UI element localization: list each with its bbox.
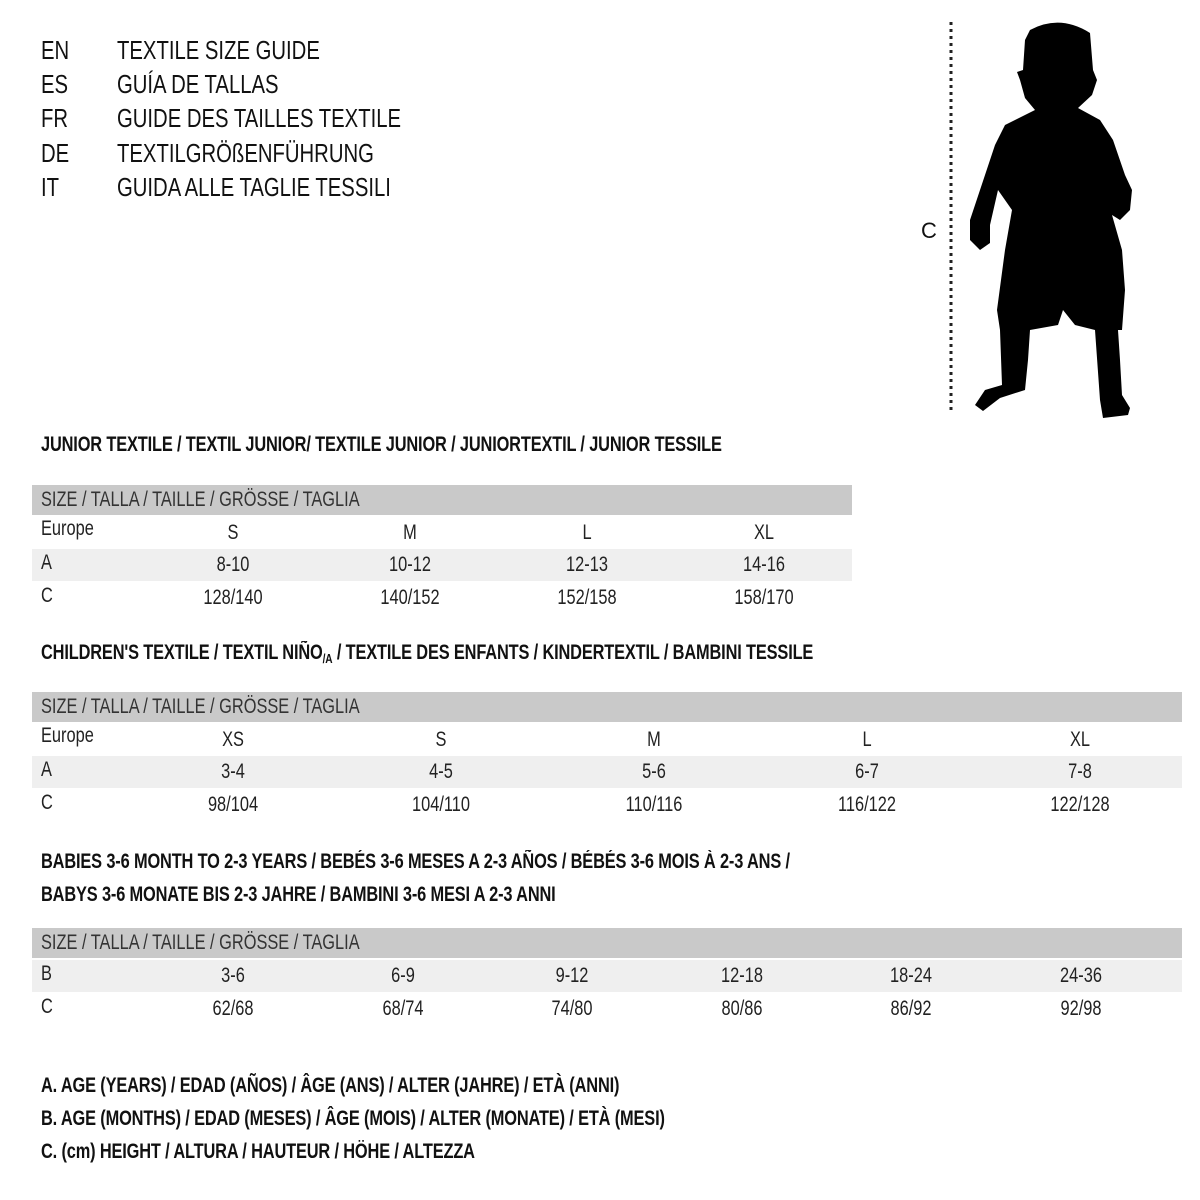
language-title: TEXTILE SIZE GUIDE bbox=[117, 35, 320, 65]
size-cell: 110/116 bbox=[625, 793, 683, 816]
legend-line: B. AGE (MONTHS) / EDAD (MESES) / ÂGE (MO… bbox=[41, 1107, 665, 1130]
row-label: C bbox=[41, 995, 53, 1018]
language-title: GUIDE DES TAILLES TEXTILE bbox=[117, 103, 402, 133]
size-cell: 116/122 bbox=[837, 793, 897, 816]
size-cell: 5-6 bbox=[642, 760, 666, 783]
legend-line: A. AGE (YEARS) / EDAD (AÑOS) / ÂGE (ANS)… bbox=[41, 1074, 620, 1097]
size-header-label: SIZE / TALLA / TAILLE / GRÖSSE / TAGLIA bbox=[41, 488, 360, 511]
language-code: EN bbox=[41, 35, 70, 65]
row-label: C bbox=[41, 584, 53, 607]
size-cell: XL bbox=[753, 521, 775, 544]
size-cell: M bbox=[403, 521, 417, 544]
size-header-label: SIZE / TALLA / TAILLE / GRÖSSE / TAGLIA bbox=[41, 931, 360, 954]
size-cell: 68/74 bbox=[382, 997, 424, 1020]
size-cell: S bbox=[227, 521, 239, 544]
size-cell: 12-13 bbox=[566, 553, 608, 576]
size-cell: M bbox=[647, 728, 661, 751]
size-cell: L bbox=[862, 728, 872, 751]
size-header-bar bbox=[32, 485, 852, 515]
size-header-label: SIZE / TALLA / TAILLE / GRÖSSE / TAGLIA bbox=[41, 695, 360, 718]
size-cell: 98/104 bbox=[207, 793, 259, 816]
section-title-part: CHILDREN'S TEXTILE / TEXTIL NIÑO bbox=[41, 641, 323, 664]
row-shading bbox=[32, 549, 852, 581]
row-label: A bbox=[41, 758, 52, 781]
row-label: Europe bbox=[41, 724, 94, 747]
row-label: Europe bbox=[41, 517, 94, 540]
size-cell: 128/140 bbox=[203, 586, 263, 609]
row-label: B bbox=[41, 962, 52, 985]
row-shading bbox=[32, 756, 1182, 788]
size-cell: 92/98 bbox=[1060, 997, 1102, 1020]
size-cell: XL bbox=[1069, 728, 1091, 751]
section-title: CHILDREN'S TEXTILE / TEXTIL NIÑO/A / TEX… bbox=[41, 640, 813, 672]
size-cell: S bbox=[435, 728, 447, 751]
section-title: BABIES 3-6 MONTH TO 2-3 YEARS / BEBÉS 3-… bbox=[41, 850, 790, 873]
size-cell: 10-12 bbox=[389, 553, 431, 576]
size-cell: 80/86 bbox=[721, 997, 763, 1020]
size-header-bar bbox=[32, 928, 1182, 958]
figure-height-label: C bbox=[921, 218, 937, 243]
size-cell: 14-16 bbox=[743, 553, 785, 576]
size-cell: L bbox=[582, 521, 592, 544]
size-cell: 140/152 bbox=[380, 586, 440, 609]
section-title: BABYS 3-6 MONATE BIS 2-3 JAHRE / BAMBINI… bbox=[41, 883, 556, 906]
size-cell: 74/80 bbox=[551, 997, 593, 1020]
size-cell: 6-9 bbox=[391, 964, 415, 987]
row-label: C bbox=[41, 791, 53, 814]
child-silhouette-icon bbox=[949, 22, 1132, 418]
size-cell: 4-5 bbox=[429, 760, 453, 783]
size-header-bar bbox=[32, 692, 1182, 722]
section-title-part: / TEXTILE DES ENFANTS / KINDERTEXTIL / B… bbox=[332, 641, 814, 664]
language-code: DE bbox=[41, 138, 70, 168]
language-code: ES bbox=[41, 69, 69, 99]
size-cell: 6-7 bbox=[855, 760, 879, 783]
size-cell: 104/110 bbox=[411, 793, 471, 816]
size-cell: 122/128 bbox=[1050, 793, 1110, 816]
size-cell: 24-36 bbox=[1060, 964, 1102, 987]
size-cell: 7-8 bbox=[1068, 760, 1092, 783]
size-cell: 3-4 bbox=[221, 760, 245, 783]
language-code: FR bbox=[41, 103, 69, 133]
size-cell: 8-10 bbox=[216, 553, 250, 576]
row-shading bbox=[32, 960, 1182, 992]
size-cell: 86/92 bbox=[890, 997, 932, 1020]
section-title-part: /A bbox=[322, 651, 333, 666]
language-title: GUIDA ALLE TAGLIE TESSILI bbox=[117, 172, 391, 202]
size-cell: 18-24 bbox=[890, 964, 932, 987]
section-title: JUNIOR TEXTILE / TEXTIL JUNIOR/ TEXTILE … bbox=[41, 433, 722, 456]
language-code: IT bbox=[41, 172, 60, 202]
language-title: GUÍA DE TALLAS bbox=[117, 69, 279, 99]
legend-line: C. (cm) HEIGHT / ALTURA / HAUTEUR / HÖHE… bbox=[41, 1140, 475, 1163]
size-cell: 152/158 bbox=[557, 586, 617, 609]
size-cell: 12-18 bbox=[721, 964, 763, 987]
size-cell: 3-6 bbox=[221, 964, 245, 987]
language-title: TEXTILGRÖßENFÜHRUNG bbox=[117, 138, 374, 168]
size-cell: XS bbox=[222, 728, 244, 751]
size-cell: 9-12 bbox=[555, 964, 589, 987]
size-cell: 158/170 bbox=[734, 586, 794, 609]
row-label: A bbox=[41, 551, 52, 574]
size-cell: 62/68 bbox=[212, 997, 254, 1020]
